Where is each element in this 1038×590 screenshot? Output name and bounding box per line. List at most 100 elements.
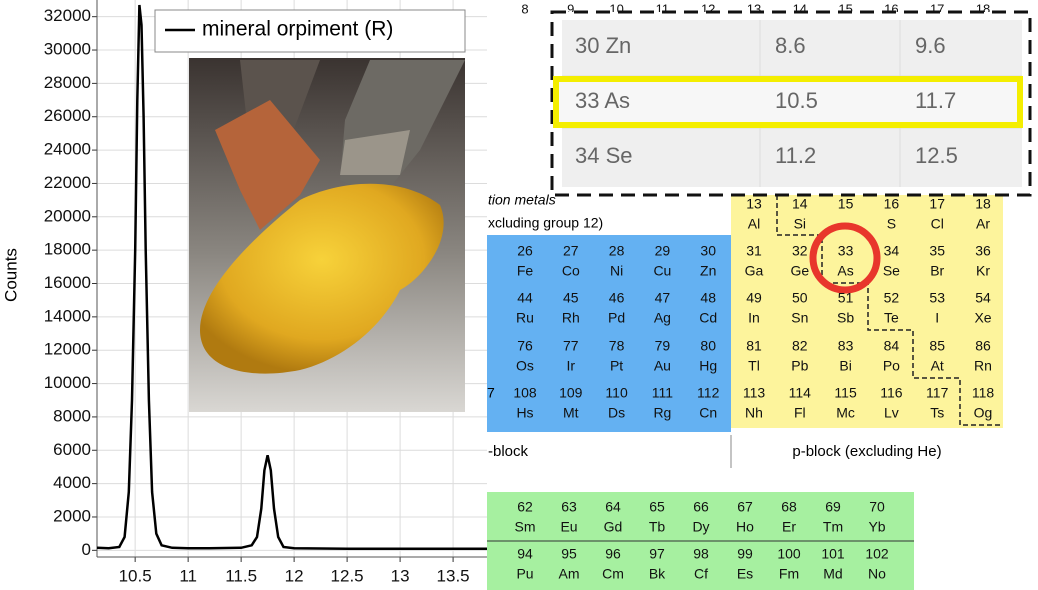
- element-symbol: Pd: [608, 310, 625, 326]
- element-symbol: Ni: [610, 263, 623, 279]
- table-cell: 34 Se: [575, 143, 633, 168]
- y-tick-label: 2000: [53, 506, 91, 525]
- element-symbol: Mt: [563, 405, 579, 421]
- element-number: 48: [700, 290, 716, 306]
- element-symbol: Se: [883, 263, 900, 279]
- y-tick-label: 8000: [53, 406, 91, 425]
- element-number: 16: [884, 196, 900, 212]
- element-symbol: Rh: [562, 310, 580, 326]
- element-number: 118: [972, 385, 995, 401]
- table-cell: 10.5: [775, 88, 818, 113]
- element-number: 80: [700, 338, 716, 354]
- y-tick-label: 28000: [44, 73, 91, 92]
- y-tick-label: 32000: [44, 6, 91, 25]
- element-number: 14: [792, 196, 808, 212]
- element-symbol: Rn: [974, 358, 992, 374]
- element-symbol: Pu: [516, 566, 533, 582]
- element-number: 49: [746, 290, 762, 306]
- element-number: 109: [559, 385, 583, 401]
- element-symbol: Mc: [836, 405, 855, 421]
- element-number: 70: [869, 499, 885, 515]
- element-number: 77: [563, 338, 579, 354]
- y-tick-label: 26000: [44, 106, 91, 125]
- y-tick-label: 4000: [53, 473, 91, 492]
- table-cell: 30 Zn: [575, 33, 631, 58]
- element-number: 114: [789, 385, 812, 401]
- element-symbol: Hs: [516, 405, 533, 421]
- element-symbol: Ho: [736, 519, 754, 535]
- legend-label: mineral orpiment (R): [202, 18, 393, 41]
- element-number: 84: [884, 338, 900, 354]
- element-symbol: S: [887, 216, 896, 232]
- element-symbol: Am: [559, 566, 580, 582]
- element-symbol: Co: [562, 263, 580, 279]
- element-symbol: Tb: [649, 519, 666, 535]
- table-cell: 8.6: [775, 33, 806, 58]
- element-symbol: Er: [782, 519, 796, 535]
- element-number: 100: [777, 546, 801, 562]
- sample-photo: [189, 58, 465, 412]
- element-number: 111: [652, 385, 673, 401]
- element-number: 115: [834, 385, 857, 401]
- element-symbol: Dy: [692, 519, 709, 535]
- element-number: 81: [746, 338, 762, 354]
- block-label: p-block (excluding He): [792, 443, 941, 460]
- element-symbol: Al: [748, 216, 760, 232]
- element-symbol: Br: [930, 263, 944, 279]
- element-number: 32: [792, 243, 808, 259]
- element-symbol: Ge: [790, 263, 809, 279]
- element-symbol: Sm: [515, 519, 536, 535]
- x-tick-label: 13.5: [437, 566, 470, 585]
- x-tick-label: 11.5: [225, 566, 257, 585]
- group-number: 8: [521, 1, 528, 16]
- element-number: 28: [609, 243, 625, 259]
- x-tick-label: 11: [179, 566, 197, 585]
- x-tick-label: 10.5: [119, 566, 152, 585]
- element-number: 64: [605, 499, 621, 515]
- y-axis-label: Counts: [1, 248, 20, 302]
- spectrum-line: [96, 4, 487, 550]
- element-symbol: Sb: [837, 310, 854, 326]
- element-number: 67: [737, 499, 753, 515]
- element-number: 34: [884, 243, 900, 259]
- element-symbol: Kr: [976, 263, 990, 279]
- element-symbol: No: [868, 566, 886, 582]
- element-number: 26: [517, 243, 533, 259]
- element-number: 52: [884, 290, 900, 306]
- y-tick-label: 30000: [44, 40, 91, 59]
- element-number: 66: [693, 499, 709, 515]
- element-symbol: Ag: [654, 310, 671, 326]
- y-tick-label: 14000: [44, 306, 91, 325]
- element-number: 97: [649, 546, 665, 562]
- element-symbol: Cn: [699, 405, 717, 421]
- element-number: 17: [929, 196, 945, 212]
- element-symbol: Ru: [516, 310, 534, 326]
- element-number: 108: [513, 385, 537, 401]
- x-tick-label: 12: [285, 566, 304, 585]
- element-symbol: Os: [516, 358, 534, 374]
- element-symbol: Og: [974, 405, 993, 421]
- element-number: 79: [655, 338, 671, 354]
- element-number: 99: [737, 546, 753, 562]
- element-symbol: Fm: [779, 566, 799, 582]
- element-symbol: Bi: [839, 358, 851, 374]
- element-symbol: Ts: [930, 405, 944, 421]
- element-symbol: Cm: [602, 566, 624, 582]
- element-symbol: Gd: [604, 519, 623, 535]
- block-label: -block: [488, 443, 529, 460]
- element-symbol: Eu: [560, 519, 577, 535]
- element-symbol: Ga: [745, 263, 764, 279]
- element-number: 51: [838, 290, 854, 306]
- element-symbol: Cu: [653, 263, 671, 279]
- element-number: 36: [975, 243, 991, 259]
- element-number: 78: [609, 338, 625, 354]
- table-cell: 11.7: [915, 88, 956, 113]
- element-number: 53: [929, 290, 945, 306]
- y-tick-label: 22000: [44, 173, 91, 192]
- element-symbol: Si: [794, 216, 806, 232]
- element-symbol: Es: [737, 566, 753, 582]
- table-cell: 33 As: [575, 88, 630, 113]
- element-symbol: Pt: [610, 358, 623, 374]
- element-number: 35: [929, 243, 945, 259]
- element-number: 68: [781, 499, 797, 515]
